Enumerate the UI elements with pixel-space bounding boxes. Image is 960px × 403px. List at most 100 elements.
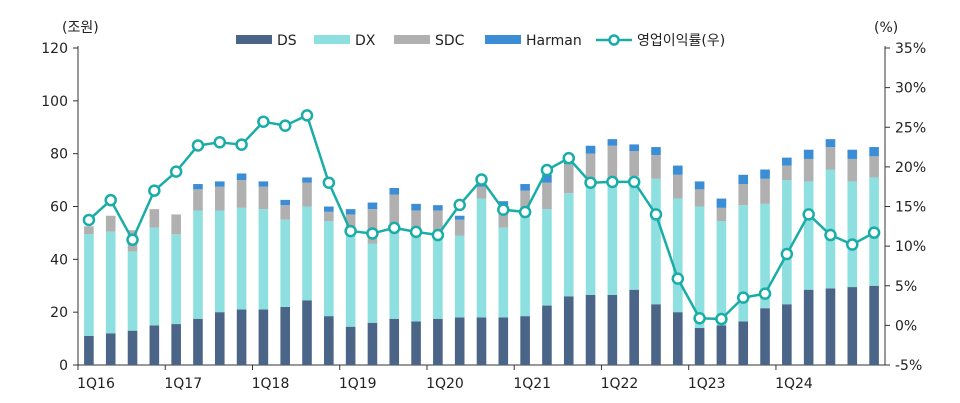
bar-dx (367, 243, 378, 323)
bar-dx (498, 227, 509, 318)
bar-sdc (607, 145, 618, 185)
bar-ds (672, 312, 683, 365)
bar-ds (324, 316, 334, 365)
margin-point (780, 247, 794, 261)
right-tick-label: 20% (895, 160, 926, 176)
margin-point (584, 176, 597, 189)
bar-sdc (105, 215, 116, 232)
margin-point (235, 138, 248, 151)
bar-sdc (280, 205, 291, 220)
bar-sdc (258, 186, 269, 210)
bar-ds (629, 289, 639, 365)
bar-sdc (193, 189, 203, 211)
bar-harman (738, 174, 749, 185)
bar-series (84, 139, 879, 365)
bar-ds (171, 324, 181, 365)
legend-marker-margin (608, 34, 620, 46)
bar-sdc (847, 158, 858, 182)
x-tick-label: 1Q24 (775, 376, 813, 392)
margin-point (627, 175, 641, 189)
bar-ds (236, 309, 247, 365)
margin-point (257, 115, 270, 128)
bar-ds (563, 296, 574, 365)
bar-sdc (433, 210, 443, 237)
margin-point (300, 109, 314, 122)
bar-harman (716, 198, 727, 208)
bar-harman (454, 215, 465, 220)
bar-ds (149, 325, 160, 365)
bar-ds (651, 304, 661, 365)
right-tick-label: 15% (895, 200, 926, 216)
bar-ds (803, 289, 814, 365)
bar-ds (127, 330, 138, 365)
bar-sdc (149, 209, 160, 228)
bar-ds (782, 304, 792, 365)
bar-harman (193, 184, 203, 190)
bar-dx (672, 198, 683, 313)
bar-dx (389, 231, 400, 319)
bar-ds (738, 321, 749, 365)
legend-swatch-harman (485, 35, 521, 44)
x-tick-label: 1Q21 (513, 376, 551, 392)
bar-dx (214, 210, 225, 313)
margin-point (409, 225, 423, 239)
bar-sdc (694, 189, 705, 207)
bar-sdc (738, 184, 749, 206)
bar-dx (607, 184, 618, 295)
bar-dx (149, 227, 160, 326)
x-tick-label: 1Q17 (164, 376, 202, 392)
bar-dx (127, 251, 138, 331)
left-tick-label: 0 (59, 358, 68, 374)
bar-harman (411, 203, 421, 211)
margin-point (344, 224, 357, 238)
bar-ds (193, 318, 203, 365)
bar-dx (563, 193, 574, 297)
bar-dx (302, 206, 312, 301)
bar-sdc (825, 147, 836, 170)
bar-harman (236, 173, 247, 181)
right-tick-label: 5% (895, 279, 917, 295)
margin-point (715, 312, 728, 326)
legend-label-harman: Harman (526, 33, 582, 49)
bar-dx (629, 176, 639, 290)
bar-ds (454, 317, 465, 365)
legend-label-margin: 영업이익률(우) (637, 33, 725, 49)
bar-dx (258, 209, 269, 310)
bar-harman (542, 174, 552, 183)
bar-harman (214, 181, 225, 187)
bar-sdc (542, 182, 552, 210)
bar-dx (105, 231, 116, 334)
bar-sdc (367, 209, 378, 244)
bar-sdc (236, 180, 247, 208)
bar-ds (716, 325, 727, 365)
bar-sdc (476, 186, 487, 199)
margin-point (388, 221, 401, 235)
bar-harman (433, 205, 443, 211)
bar-dx (542, 209, 552, 306)
bar-sdc (782, 165, 792, 181)
bar-dx (84, 234, 94, 336)
bar-harman (367, 202, 378, 210)
bar-sdc (629, 151, 639, 177)
bar-dx (738, 205, 749, 322)
x-tick-label: 1Q22 (601, 376, 639, 392)
bar-harman (585, 145, 596, 154)
margin-point (213, 136, 227, 149)
bar-dx (760, 203, 770, 309)
margin-point (431, 228, 445, 242)
left-tick-label: 60 (50, 200, 68, 216)
bar-harman (324, 206, 334, 212)
x-tick-label: 1Q20 (426, 376, 464, 392)
margin-point (475, 173, 488, 186)
bar-dx (847, 181, 858, 288)
bar-ds (607, 294, 618, 365)
x-tick-label: 1Q23 (688, 376, 726, 392)
left-tick-label: 120 (41, 41, 68, 57)
margin-point (104, 193, 117, 207)
margin-point (82, 213, 96, 227)
bar-harman (847, 149, 858, 159)
right-tick-label: 30% (895, 81, 926, 97)
margin-point (736, 291, 750, 304)
margin-point (846, 238, 859, 251)
